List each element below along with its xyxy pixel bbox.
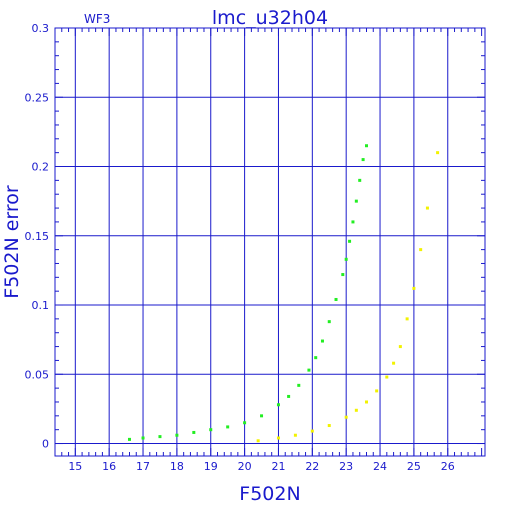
x-tick-label: 21 [271, 460, 285, 473]
data-point-series-1 [276, 403, 280, 407]
data-point-series-2 [412, 286, 416, 290]
data-point-series-2 [385, 375, 389, 379]
x-tick-label: 26 [441, 460, 455, 473]
x-tick-label: 20 [238, 460, 252, 473]
tick-labels-layer: 15 16 17 18 19 20 21 22 23 24 25 26 0 0.05 0.1 0.15 0.2 0… [25, 22, 455, 473]
x-axis-label: F502N [239, 483, 300, 505]
x-tick-label: 23 [339, 460, 353, 473]
data-point-series-1 [354, 199, 358, 203]
data-point-series-2 [398, 345, 402, 349]
y-axis-label: F502N error [1, 185, 23, 299]
points-layer [127, 144, 440, 443]
data-point-series-1 [141, 436, 145, 440]
data-point-series-1 [314, 356, 318, 360]
x-tick-label: 24 [373, 460, 387, 473]
data-point-series-1 [327, 320, 331, 324]
data-point-series-1 [226, 425, 230, 429]
data-point-series-1 [192, 430, 196, 434]
data-point-series-2 [425, 206, 429, 210]
y-tick-label: 0 [42, 438, 49, 451]
y-tick-label: 0.1 [32, 299, 50, 312]
data-point-series-1 [158, 435, 162, 439]
data-point-series-1 [127, 437, 131, 441]
data-point-series-2 [364, 400, 368, 404]
data-point-series-1 [351, 220, 355, 224]
data-point-series-2 [419, 248, 423, 252]
ticks-layer [54, 27, 485, 456]
x-tick-label: 16 [102, 460, 116, 473]
data-point-series-1 [334, 297, 338, 301]
data-point-series-1 [209, 428, 213, 432]
y-tick-label: 0.2 [32, 161, 50, 174]
data-point-series-2 [256, 439, 260, 443]
y-tick-label: 0.25 [25, 91, 50, 104]
data-point-series-2 [392, 361, 396, 365]
data-point-series-1 [297, 383, 301, 387]
data-point-series-1 [243, 421, 247, 425]
data-point-series-1 [260, 414, 264, 418]
data-point-series-1 [307, 368, 311, 372]
y-tick-label: 0.15 [25, 230, 50, 243]
data-point-series-1 [341, 273, 345, 277]
x-tick-label: 17 [136, 460, 150, 473]
x-tick-label: 18 [170, 460, 184, 473]
chart-title: lmc_u32h04 [212, 7, 328, 29]
x-tick-label: 19 [204, 460, 218, 473]
data-point-series-1 [175, 433, 179, 437]
data-point-series-1 [348, 239, 352, 243]
chart-subtitle: WF3 [84, 12, 110, 26]
x-tick-label: 25 [407, 460, 421, 473]
data-point-series-2 [293, 433, 297, 437]
y-tick-label: 0.3 [32, 22, 50, 35]
data-point-series-1 [361, 158, 365, 162]
data-point-series-1 [364, 144, 368, 148]
grid-layer [55, 27, 485, 456]
x-tick-label: 22 [305, 460, 319, 473]
data-point-series-2 [436, 151, 440, 155]
x-tick-label: 15 [68, 460, 82, 473]
data-point-series-2 [344, 415, 348, 419]
data-point-series-2 [405, 317, 409, 321]
data-point-series-1 [287, 394, 291, 398]
plot-area-frame [54, 27, 486, 457]
data-point-series-2 [375, 389, 379, 393]
data-point-series-1 [344, 257, 348, 261]
data-point-series-1 [320, 339, 324, 343]
data-point-series-1 [358, 178, 362, 182]
y-tick-label: 0.05 [25, 368, 50, 381]
data-point-series-2 [354, 408, 358, 412]
data-point-series-2 [276, 436, 280, 440]
data-point-series-2 [310, 429, 314, 433]
data-point-series-2 [327, 424, 331, 428]
